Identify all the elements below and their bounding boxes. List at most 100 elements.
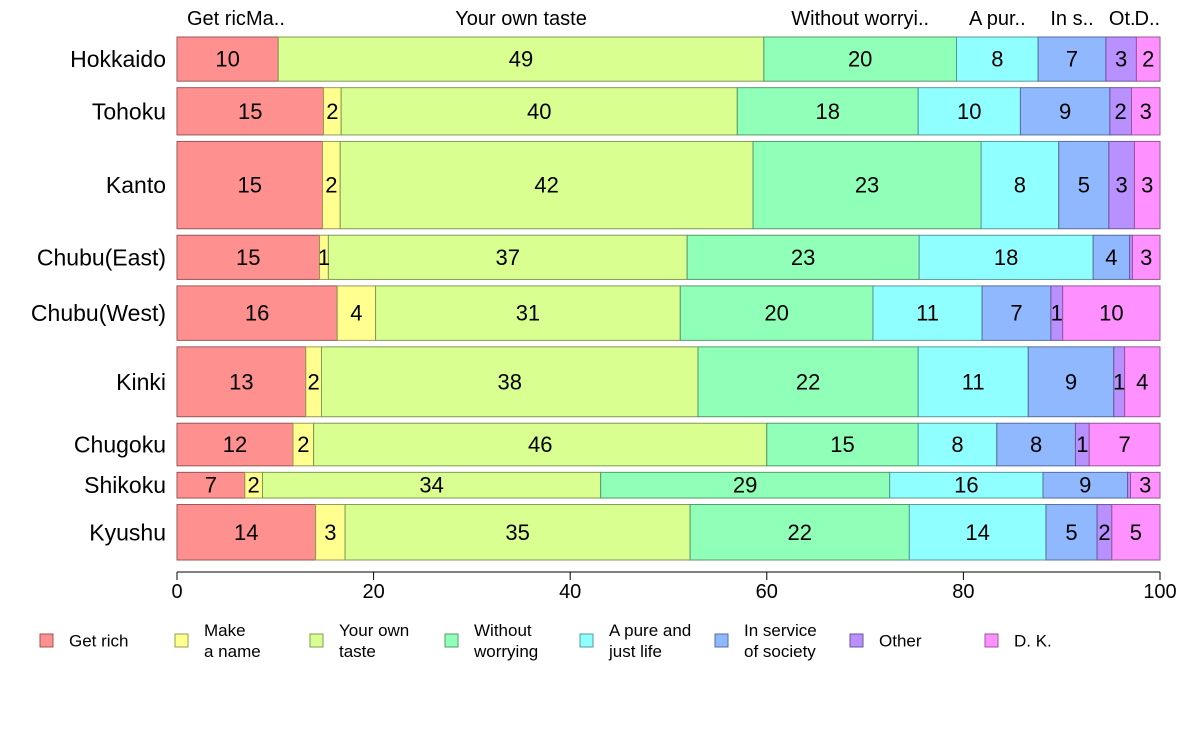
segment-value-label: 1: [1113, 369, 1125, 394]
category-label: Hokkaido: [70, 46, 166, 72]
segment-value-label: 15: [830, 432, 854, 457]
bar-segment: [1111, 504, 1161, 561]
segment-value-label: 7: [1066, 47, 1078, 72]
legend-label: D. K.: [1014, 632, 1052, 651]
segment-value-label: 3: [1140, 99, 1152, 124]
bar-segment: [689, 504, 910, 561]
segment-value-label: 14: [234, 520, 258, 545]
category-labels: Hokkaido Tohoku Kanto Chubu(East) Chubu(West…: [31, 46, 166, 545]
top-column-label: D..: [1135, 8, 1161, 30]
bar-segment: [1108, 140, 1135, 230]
segment-value-label: 4: [350, 301, 362, 326]
bar-segment: [277, 36, 765, 82]
category-label: Chubu(West): [31, 300, 166, 326]
bar-segment: [686, 234, 920, 280]
bar-segment: [176, 36, 279, 82]
x-tick-label: 20: [362, 581, 384, 603]
bar-segment: [1105, 36, 1137, 82]
bar-segment: [980, 140, 1060, 230]
segment-value-label: 3: [1139, 473, 1151, 498]
bar-segments: [176, 36, 1161, 561]
top-column-labels: Get ric Ma.. Your own taste Without worryi.…: [187, 8, 1160, 30]
top-column-label: Ma..: [246, 8, 285, 30]
segment-value-label: 14: [965, 520, 989, 545]
bar-segment: [752, 140, 982, 230]
bar-segment: [679, 285, 874, 341]
bar-segment: [1130, 471, 1161, 499]
bar-segment: [327, 234, 688, 280]
bar-segment: [176, 346, 307, 418]
segment-value-label: 5: [1130, 520, 1142, 545]
bar-segment: [1062, 285, 1161, 341]
legend-label: of society: [744, 642, 816, 661]
segment-value-label: 16: [245, 301, 269, 326]
segment-value-label: 9: [1065, 369, 1077, 394]
bar-segment: [763, 36, 958, 82]
segment-value-label: 22: [796, 369, 820, 394]
legend-label: A pure and: [609, 621, 691, 640]
segment-value-label: 31: [516, 301, 540, 326]
bar-segment: [1037, 36, 1107, 82]
bar-segment: [1088, 422, 1161, 467]
segment-value-label: 3: [324, 520, 336, 545]
x-tick-label: 0: [171, 581, 182, 603]
bar-segment: [1019, 87, 1111, 136]
legend-label: just life: [608, 642, 662, 661]
top-column-label: Get ric: [187, 8, 246, 30]
bar-segment: [766, 422, 919, 467]
x-axis: 0 20 40 60 80 100: [171, 571, 1177, 603]
legend-swatch: [444, 633, 459, 648]
top-column-label: A pur..: [969, 8, 1026, 30]
bar-segment: [918, 234, 1094, 280]
segment-value-label: 15: [238, 99, 262, 124]
segment-value-label: 1: [1051, 301, 1063, 326]
segment-value-label: 2: [325, 173, 337, 198]
legend-label: taste: [339, 642, 376, 661]
legend-label: In service: [744, 621, 817, 640]
legend-label: Make: [204, 621, 246, 640]
bar-segment: [1092, 234, 1131, 280]
segment-value-label: 18: [994, 245, 1018, 270]
bar-segment: [176, 87, 324, 136]
segment-value-label: 3: [1140, 245, 1152, 270]
bar-segment: [1124, 346, 1161, 418]
segment-value-label: 11: [962, 369, 985, 394]
bar-segment: [917, 87, 1021, 136]
top-column-label: Without worryi..: [791, 8, 929, 30]
category-label: Shikoku: [84, 472, 166, 498]
segment-value-label: 7: [205, 473, 217, 498]
bar-segment: [1131, 234, 1161, 280]
bar-segment: [1027, 346, 1115, 418]
category-label: Kyushu: [89, 519, 166, 545]
segment-value-label: 12: [223, 432, 247, 457]
segment-value-label: 8: [1014, 173, 1026, 198]
segment-value-label: 2: [308, 369, 320, 394]
segment-value-label: 18: [816, 99, 840, 124]
segment-value-label: 13: [229, 369, 253, 394]
bar-segment: [872, 285, 983, 341]
segment-value-label: 1: [318, 245, 330, 270]
bar-segment: [736, 87, 919, 136]
category-label: Chubu(East): [37, 244, 166, 270]
segment-value-label: 20: [764, 301, 788, 326]
segment-value-label: 2: [1142, 47, 1154, 72]
segment-value-label: 5: [1065, 520, 1077, 545]
legend-swatch: [714, 633, 729, 648]
category-label: Kinki: [116, 369, 166, 395]
segment-value-label: 10: [215, 47, 239, 72]
segment-value-label: 46: [528, 432, 552, 457]
bar-segment: [315, 504, 346, 561]
x-tick-label: 100: [1143, 581, 1176, 603]
segment-value-label: 5: [1078, 173, 1090, 198]
segment-value-label: 2: [297, 432, 309, 457]
legend-label: Without: [474, 621, 532, 640]
legend: Get rich Make a name Your own taste Without wo…: [39, 621, 1052, 661]
x-tick-label: 40: [559, 581, 581, 603]
bar-segment: [344, 504, 691, 561]
segment-value-label: 38: [498, 369, 522, 394]
segment-value-label: 15: [236, 245, 260, 270]
bar-segment: [1058, 140, 1110, 230]
segment-value-label: 9: [1059, 99, 1071, 124]
bar-segment: [375, 285, 681, 341]
